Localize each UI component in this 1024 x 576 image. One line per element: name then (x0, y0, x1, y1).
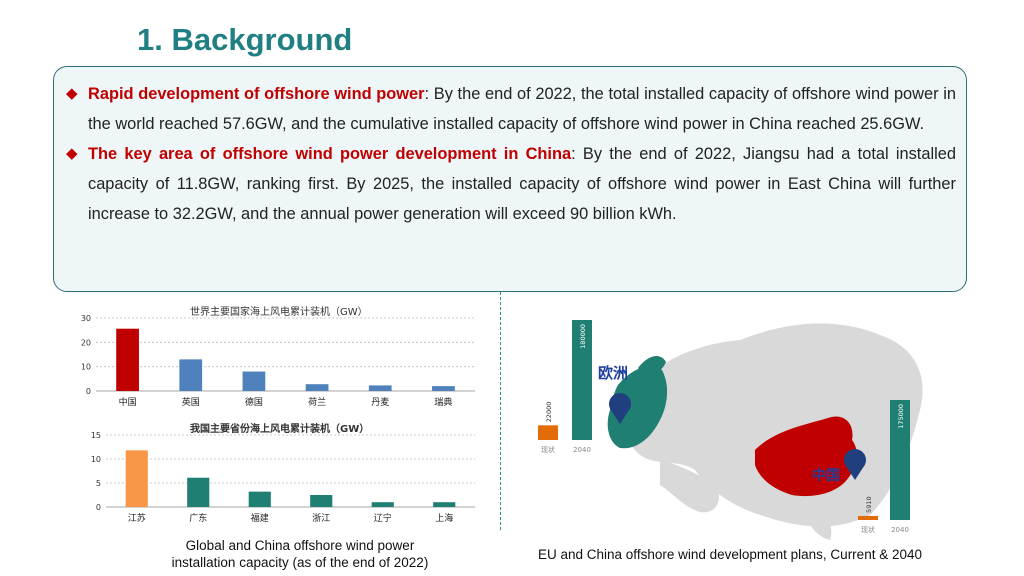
europe-plan-bars: 22000 现状 180000 2040 (538, 320, 592, 454)
world-capacity-chart: 世界主要国家海上风电累计装机（GW） 0 10 20 30 中国 英国 德国 荷兰 丹麦 瑞典 (70, 300, 490, 420)
bar (371, 502, 394, 507)
caption-line: Global and China offshore wind power (185, 538, 415, 553)
bar (433, 502, 456, 507)
y-tick-label: 0 (96, 503, 101, 512)
x-tick-label: 江苏 (128, 512, 146, 524)
bar (116, 328, 139, 391)
paragraph-china: ◆ The key area of offshore wind power de… (66, 139, 956, 229)
x-tick-label: 中国 (119, 396, 137, 408)
chart-title: 世界主要国家海上风电累计装机（GW） (190, 307, 368, 318)
scandinavia-region (638, 356, 666, 376)
middle-east-land (660, 460, 720, 513)
europe-map-pin-icon (609, 393, 631, 424)
paragraph-body: By the end of 2022, the total installed … (88, 85, 956, 133)
y-tick-label: 10 (91, 455, 101, 464)
wind-plan-map: 欧洲 中国 22000 现状 180000 2040 5910 现状 175000 2040 (538, 320, 923, 540)
caption-line: installation capacity (as of the end of … (171, 555, 429, 570)
bar (125, 450, 148, 507)
diamond-bullet-icon: ◆ (66, 145, 78, 162)
x-tick-label: 辽宁 (374, 512, 392, 524)
world-capacity-svg: 0 10 20 30 中国 英国 德国 荷兰 丹麦 瑞典 (81, 314, 475, 408)
southeast-asia-land (805, 505, 832, 540)
bar (242, 371, 266, 391)
plan-value-label: 175000 (897, 404, 905, 429)
china-map-pin-icon (844, 449, 866, 480)
china-label: 中国 (812, 467, 840, 484)
province-capacity-svg: 0 5 10 15 江苏 广东 福建 浙江 辽宁 上海 (91, 431, 475, 524)
x-tick-label: 丹麦 (371, 396, 389, 408)
bar (305, 384, 329, 391)
plan-bar (890, 400, 910, 520)
paragraph-global: ◆ Rapid development of offshore wind pow… (66, 79, 956, 139)
bar (368, 385, 392, 391)
plan-category-label: 2040 (573, 446, 591, 454)
slide-title: 1. Background (137, 22, 353, 57)
plan-category-label: 现状 (541, 445, 555, 454)
europe-region (607, 366, 668, 449)
bar (179, 359, 203, 391)
paragraph-heading: The key area of offshore wind power deve… (88, 145, 572, 163)
x-tick-label: 英国 (182, 396, 200, 408)
chart-title: 我国主要省份海上风电累计装机（GW） (190, 424, 370, 435)
plan-value-label: 22000 (545, 402, 553, 423)
x-tick-label: 荷兰 (308, 396, 326, 408)
x-tick-label: 瑞典 (434, 396, 452, 408)
paragraph-separator: : (424, 85, 430, 103)
y-tick-label: 20 (81, 338, 91, 347)
bar (432, 386, 455, 391)
plan-category-label: 现状 (861, 525, 875, 534)
left-caption: Global and China offshore wind power ins… (140, 537, 460, 571)
x-tick-label: 德国 (245, 396, 263, 408)
plan-category-label: 2040 (891, 526, 909, 534)
paragraph-heading: Rapid development of offshore wind power (88, 85, 425, 103)
china-region (755, 416, 857, 497)
paragraph-separator: : (571, 145, 576, 163)
plan-value-label: 5910 (865, 496, 873, 513)
plan-bar (858, 515, 878, 520)
paragraph-body: By the end of 2022, Jiangsu had a total … (88, 145, 956, 223)
bar (248, 491, 271, 507)
y-tick-label: 30 (81, 314, 91, 323)
province-capacity-chart: 我国主要省份海上风电累计装机（GW） 0 5 10 15 江苏 广东 福建 浙江 辽宁 上海 (70, 418, 490, 538)
x-tick-label: 上海 (435, 512, 453, 524)
bar (310, 495, 333, 507)
y-tick-label: 5 (96, 479, 101, 488)
right-caption: EU and China offshore wind development p… (538, 547, 922, 562)
plan-value-label: 180000 (579, 324, 587, 349)
eurasia-land (623, 323, 923, 527)
section-divider (500, 292, 501, 530)
x-tick-label: 浙江 (312, 512, 330, 524)
plan-bar (538, 425, 558, 440)
y-tick-label: 10 (81, 363, 91, 372)
x-tick-label: 福建 (251, 512, 269, 524)
y-tick-label: 0 (86, 387, 91, 396)
bar (187, 477, 210, 507)
x-tick-label: 广东 (189, 512, 207, 524)
summary-textbox: ◆ Rapid development of offshore wind pow… (53, 66, 967, 292)
europe-label: 欧洲 (598, 364, 628, 382)
plan-bar (572, 320, 592, 440)
diamond-bullet-icon: ◆ (66, 85, 78, 102)
y-tick-label: 15 (91, 431, 101, 440)
china-plan-bars: 5910 现状 175000 2040 (858, 400, 910, 534)
